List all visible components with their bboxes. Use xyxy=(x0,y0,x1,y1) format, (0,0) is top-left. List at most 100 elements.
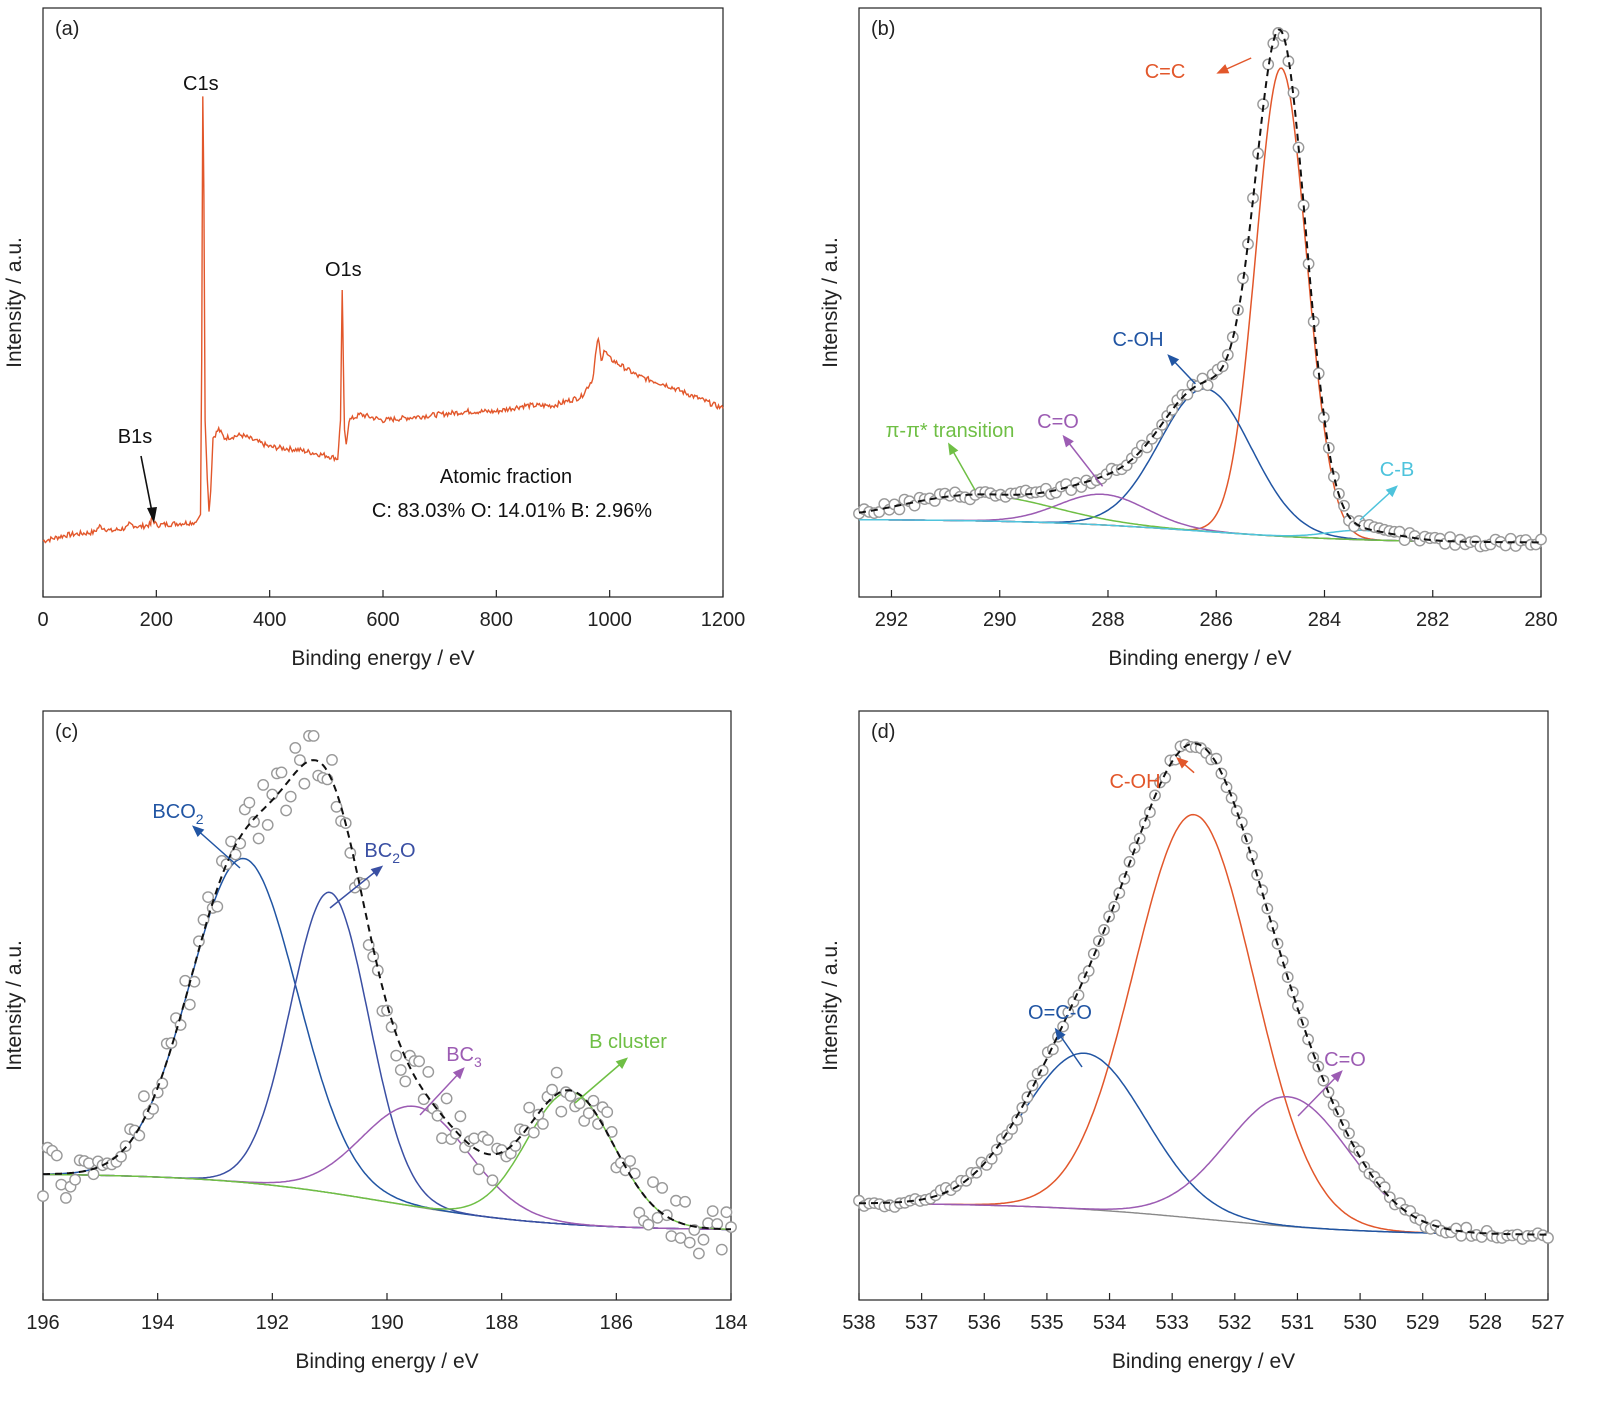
component-label-3: B cluster xyxy=(589,1031,667,1053)
data-point xyxy=(1128,841,1141,854)
label-arrow-line-2 xyxy=(419,1069,463,1116)
panel-label: (d) xyxy=(871,721,895,743)
x-tick-label: 284 xyxy=(1308,609,1341,631)
data-point xyxy=(371,964,384,977)
peak-label-b1s: B1s xyxy=(118,426,152,448)
label-arrow-head-0 xyxy=(1216,64,1230,74)
data-point xyxy=(69,1173,82,1186)
panel-label: (c) xyxy=(55,721,78,743)
data-point xyxy=(1286,986,1299,999)
data-point xyxy=(330,800,343,813)
b1s-arrow-head xyxy=(147,507,157,523)
data-point xyxy=(990,1143,1003,1156)
label-arrow-head-3 xyxy=(948,442,959,456)
label-arrow-head-3 xyxy=(615,1057,629,1070)
x-tick-label: 532 xyxy=(1218,1312,1251,1334)
x-tick-label: 800 xyxy=(480,609,513,631)
chart-c-svg: 196 194 192 190 188 186 184 (c) Binding energy /… xyxy=(3,710,748,1373)
component-label-4: C-B xyxy=(1380,459,1414,481)
label-arrow-head-4 xyxy=(1385,485,1398,498)
panel-label: (a) xyxy=(55,18,79,40)
data-point xyxy=(307,730,320,742)
data-point xyxy=(523,1101,536,1114)
x-tick-label: 538 xyxy=(842,1312,875,1334)
data-point xyxy=(683,1236,696,1249)
data-point xyxy=(472,1163,485,1176)
data-point xyxy=(720,1206,733,1219)
x-tick-label: 1200 xyxy=(701,609,746,631)
data-point xyxy=(248,815,260,828)
data-point xyxy=(280,804,292,817)
data-point xyxy=(394,1064,407,1076)
component-label-0: C=C xyxy=(1145,61,1186,83)
data-point xyxy=(1225,792,1238,804)
y-axis-title: Intensity / a.u. xyxy=(3,237,26,368)
data-point xyxy=(133,1129,146,1142)
data-point xyxy=(1277,30,1290,42)
label-arrow-head-2 xyxy=(452,1067,465,1080)
b1s-arrow-line xyxy=(140,455,153,513)
component-line-3 xyxy=(43,1091,731,1231)
label-arrow-line-2 xyxy=(1297,1072,1341,1117)
x-tick-label: 536 xyxy=(968,1312,1001,1334)
data-point xyxy=(229,848,242,861)
data-point xyxy=(50,1149,63,1162)
data-point xyxy=(481,1134,494,1146)
data-point xyxy=(711,1218,724,1230)
panel-c: 196 194 192 190 188 186 184 (c) Binding energy /… xyxy=(0,703,800,1406)
envelope-line xyxy=(858,28,1541,544)
data-point xyxy=(183,998,196,1011)
label-arrow-head-1 xyxy=(1054,1027,1066,1041)
x-tick-label: 280 xyxy=(1524,609,1557,631)
data-point xyxy=(234,837,247,850)
component-label-2: BC3 xyxy=(446,1044,482,1070)
data-point xyxy=(390,1049,403,1062)
peak-label-c1s: C1s xyxy=(183,73,219,95)
x-tick-label: 400 xyxy=(253,609,286,631)
data-point xyxy=(1302,1033,1314,1046)
data-point xyxy=(284,790,297,803)
data-point xyxy=(413,1055,425,1068)
data-point xyxy=(587,1094,600,1107)
data-point xyxy=(275,766,288,779)
x-axis-title: Binding energy / eV xyxy=(291,647,474,670)
data-point xyxy=(1262,58,1275,71)
data-point xyxy=(715,1243,728,1256)
chart-d-svg: 538 537 536 535 534 533 532 531 530 529 528 527 (d) B… xyxy=(819,710,1565,1373)
label-arrow-head-1 xyxy=(1167,354,1180,367)
data-point xyxy=(1332,1105,1345,1118)
x-axis-title: Binding energy / eV xyxy=(1108,647,1291,670)
data-point xyxy=(261,819,274,831)
x-tick-label: 535 xyxy=(1030,1312,1063,1334)
data-point xyxy=(1181,388,1194,401)
data-point xyxy=(624,1155,636,1167)
label-arrow-head-0 xyxy=(1176,757,1189,769)
plot-area xyxy=(853,738,1554,1245)
data-point xyxy=(688,1224,701,1236)
data-point xyxy=(546,1083,558,1096)
component-line-0 xyxy=(859,813,1548,1236)
data-point xyxy=(725,1221,737,1233)
data-point xyxy=(422,1065,435,1078)
data-point xyxy=(119,1140,132,1152)
atomic-fraction-values: C: 83.03% O: 14.01% B: 2.96% xyxy=(372,500,652,522)
y-axis-title: Intensity / a.u. xyxy=(819,940,842,1071)
data-point xyxy=(564,1089,577,1102)
data-point xyxy=(454,1110,467,1123)
x-tick-label: 600 xyxy=(366,609,399,631)
data-point xyxy=(266,788,279,801)
data-point xyxy=(399,1075,412,1088)
x-tick-label: 200 xyxy=(140,609,173,631)
component-label-3: π-π* transition xyxy=(886,420,1015,442)
data-point xyxy=(642,1218,655,1231)
data-point xyxy=(252,832,265,845)
data-point xyxy=(532,1108,545,1121)
component-line-0 xyxy=(859,67,1541,544)
x-tick-label: 190 xyxy=(370,1312,403,1334)
data-point xyxy=(1282,55,1295,68)
component-label-1: C-OH xyxy=(1112,329,1163,351)
data-point xyxy=(1133,832,1146,845)
component-label-1: O=C-O xyxy=(1028,1002,1092,1024)
data-point xyxy=(381,1004,393,1017)
panel-label: (b) xyxy=(871,18,895,40)
